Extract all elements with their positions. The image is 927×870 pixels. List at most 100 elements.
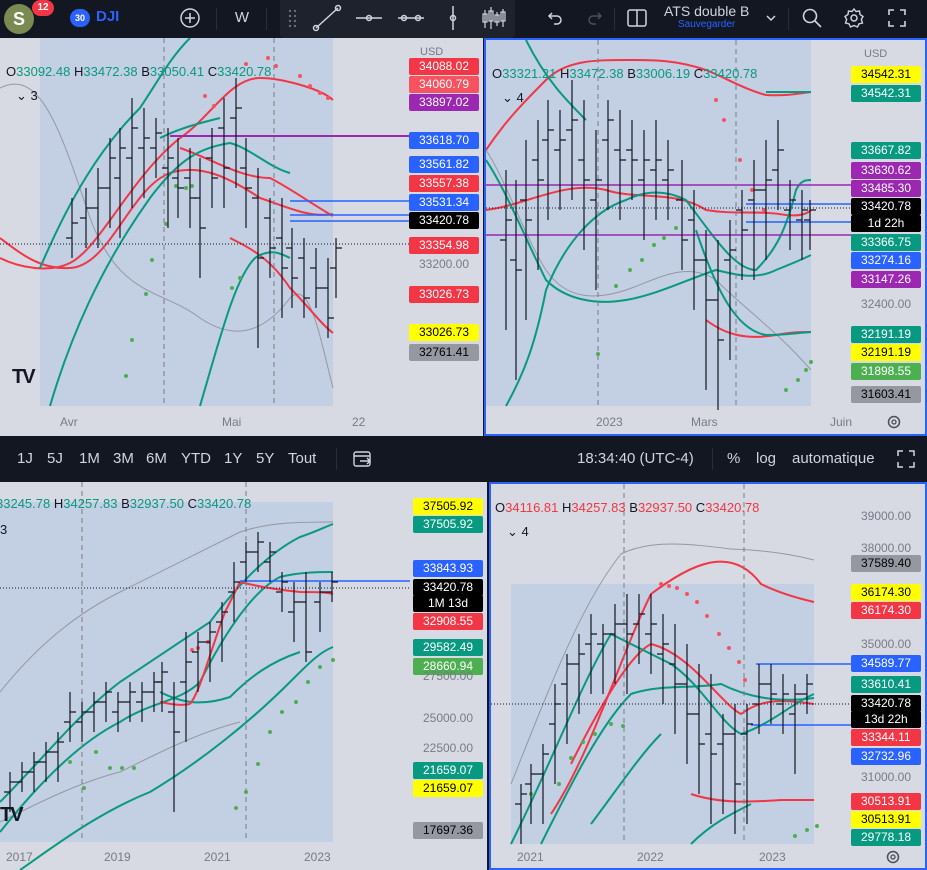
- ohlc-legend: O33321.21 H33472.38 B33006.19 C33420.78: [492, 66, 758, 81]
- close-value: 33420.78: [705, 500, 760, 515]
- range-1m[interactable]: 1M: [79, 450, 100, 467]
- tradingview-logo[interactable]: TV: [0, 804, 24, 826]
- price-axis[interactable]: 34542.31 34542.31 33667.82 33630.62 3348…: [849, 40, 925, 434]
- date-label: Mars: [691, 415, 718, 429]
- layout-name-button[interactable]: ATS double B: [664, 3, 750, 19]
- indicator-count[interactable]: ⌄ 3: [16, 88, 38, 103]
- price-label: 31898.55: [851, 363, 921, 380]
- chart-settings-gear-icon[interactable]: [885, 849, 901, 865]
- price-label: 32191.19: [851, 344, 921, 361]
- chart-settings-gear-icon[interactable]: [886, 414, 902, 430]
- high-value: 34257.83: [571, 500, 626, 515]
- price-label: 30513.91: [851, 811, 921, 828]
- date-range-bar: 1J 5J 1M 3M 6M YTD 1Y 5Y Tout 18:34:40 (…: [0, 436, 927, 482]
- price-label: 32191.19: [851, 326, 921, 343]
- date-label: 2019: [104, 850, 131, 864]
- range-3m[interactable]: 3M: [113, 450, 134, 467]
- top-toolbar: S 12 30 DJI W ATS double B Sau: [0, 0, 927, 38]
- range-5y[interactable]: 5Y: [256, 450, 275, 467]
- log-toggle[interactable]: log: [756, 450, 777, 467]
- price-label: 39000.00: [860, 509, 912, 523]
- close-value: 33420.78: [703, 66, 758, 81]
- price-label: 36174.30: [851, 584, 921, 601]
- range-all[interactable]: Tout: [288, 450, 317, 467]
- price-label: 25000.00: [422, 711, 474, 725]
- price-label: 34088.02: [409, 58, 479, 75]
- ohlc-legend: 33245.78 H34257.83 B32937.50 C33420.78: [0, 496, 251, 511]
- price-label: 21659.07: [413, 780, 483, 797]
- range-1d[interactable]: 1J: [17, 450, 33, 467]
- clock-time[interactable]: 18:34:40 (UTC-4): [577, 450, 694, 467]
- low-value: 33050.41: [149, 64, 205, 79]
- go-to-date-icon[interactable]: [352, 448, 374, 470]
- toolbar-divider: [614, 8, 615, 30]
- tradingview-logo[interactable]: TV: [12, 366, 36, 388]
- chevron-down-icon: ⌄: [507, 524, 522, 539]
- price-label: 33420.78: [413, 579, 483, 596]
- date-label: Mai: [222, 415, 242, 429]
- open-value: 33092.48: [16, 64, 71, 79]
- range-ytd[interactable]: YTD: [181, 450, 211, 467]
- date-label: Juin: [830, 415, 853, 429]
- price-label: 27500.00: [422, 669, 474, 683]
- price-label: 33354.98: [409, 237, 479, 254]
- time-remaining-label: 13d 22h: [851, 711, 921, 728]
- range-1y[interactable]: 1Y: [224, 450, 243, 467]
- indicator-count[interactable]: 3: [0, 522, 8, 537]
- open-value: 33321.21: [502, 66, 557, 81]
- price-label: 38000.00: [860, 541, 912, 555]
- user-avatar[interactable]: S: [4, 4, 34, 34]
- notification-badge[interactable]: 12: [32, 0, 54, 16]
- toolbar-divider: [216, 8, 217, 30]
- date-label: 2023: [759, 850, 786, 864]
- currency-label[interactable]: USD: [864, 48, 888, 60]
- fullscreen-icon[interactable]: [896, 449, 916, 469]
- time-remaining-label: 1M 13d: [413, 595, 483, 612]
- price-label: 37505.92: [413, 516, 483, 533]
- date-label: Avr: [60, 415, 78, 429]
- indicator-count[interactable]: ⌄ 4: [502, 90, 524, 105]
- open-value: 33245.78: [0, 496, 51, 511]
- currency-label[interactable]: USD: [420, 46, 444, 58]
- price-axis[interactable]: 34088.02 34060.79 33897.02 33618.70 3356…: [407, 38, 483, 436]
- chart-canvas: [0, 482, 410, 870]
- chevron-down-icon[interactable]: [764, 4, 778, 32]
- price-label: 33531.34: [409, 194, 479, 211]
- layout-select-icon[interactable]: [625, 4, 649, 32]
- price-label: 33420.78: [851, 198, 921, 215]
- toolbar-divider: [266, 8, 267, 30]
- symbol-search-button[interactable]: DJI: [96, 8, 120, 25]
- drawing-tools-panel: [280, 0, 515, 38]
- price-label: 29778.18: [851, 829, 921, 846]
- redo-icon[interactable]: [585, 4, 607, 32]
- settings-gear-icon[interactable]: [842, 4, 866, 32]
- chart-pane-top-left[interactable]: TV O33092.48 H33472.38 B33050.41 C33420.…: [0, 38, 483, 436]
- interval-button[interactable]: W: [234, 9, 250, 26]
- close-value: 33420.78: [217, 64, 272, 79]
- undo-icon[interactable]: [543, 4, 565, 32]
- price-label: 32400.00: [860, 297, 912, 311]
- price-label: 33843.93: [413, 560, 483, 577]
- auto-scale-toggle[interactable]: automatique: [792, 450, 875, 467]
- percent-toggle[interactable]: %: [727, 450, 741, 467]
- indicator-count[interactable]: ⌄ 4: [507, 524, 529, 539]
- chart-pane-bottom-right[interactable]: O34116.81 H34257.83 B32937.50 C33420.78 …: [489, 482, 927, 870]
- chart-pane-top-right[interactable]: O33321.21 H33472.38 B33006.19 C33420.78 …: [484, 38, 927, 436]
- ohlc-legend: O33092.48 H33472.38 B33050.41 C33420.78: [6, 64, 272, 79]
- price-label: 33274.16: [851, 252, 921, 269]
- price-label: 22500.00: [422, 741, 474, 755]
- price-axis[interactable]: 39000.00 38000.00 37589.40 36174.30 3617…: [849, 484, 925, 868]
- toolbar-divider: [788, 8, 789, 30]
- price-label: 33026.73: [409, 324, 479, 341]
- search-icon[interactable]: [800, 4, 824, 32]
- range-6m[interactable]: 6M: [146, 450, 167, 467]
- range-5d[interactable]: 5J: [47, 450, 63, 467]
- layout-save-status[interactable]: Sauvegarder: [678, 19, 736, 30]
- fullscreen-icon[interactable]: [885, 4, 909, 32]
- price-axis[interactable]: 37505.92 37505.92 33843.93 33420.78 1M 1…: [411, 482, 487, 870]
- add-symbol-icon[interactable]: [177, 4, 203, 32]
- price-label: 37589.40: [851, 555, 921, 572]
- toolbar-divider: [336, 448, 337, 470]
- chart-pane-bottom-left[interactable]: TV 33245.78 H34257.83 B32937.50 C33420.7…: [0, 482, 487, 870]
- price-label: 33485.30: [851, 180, 921, 197]
